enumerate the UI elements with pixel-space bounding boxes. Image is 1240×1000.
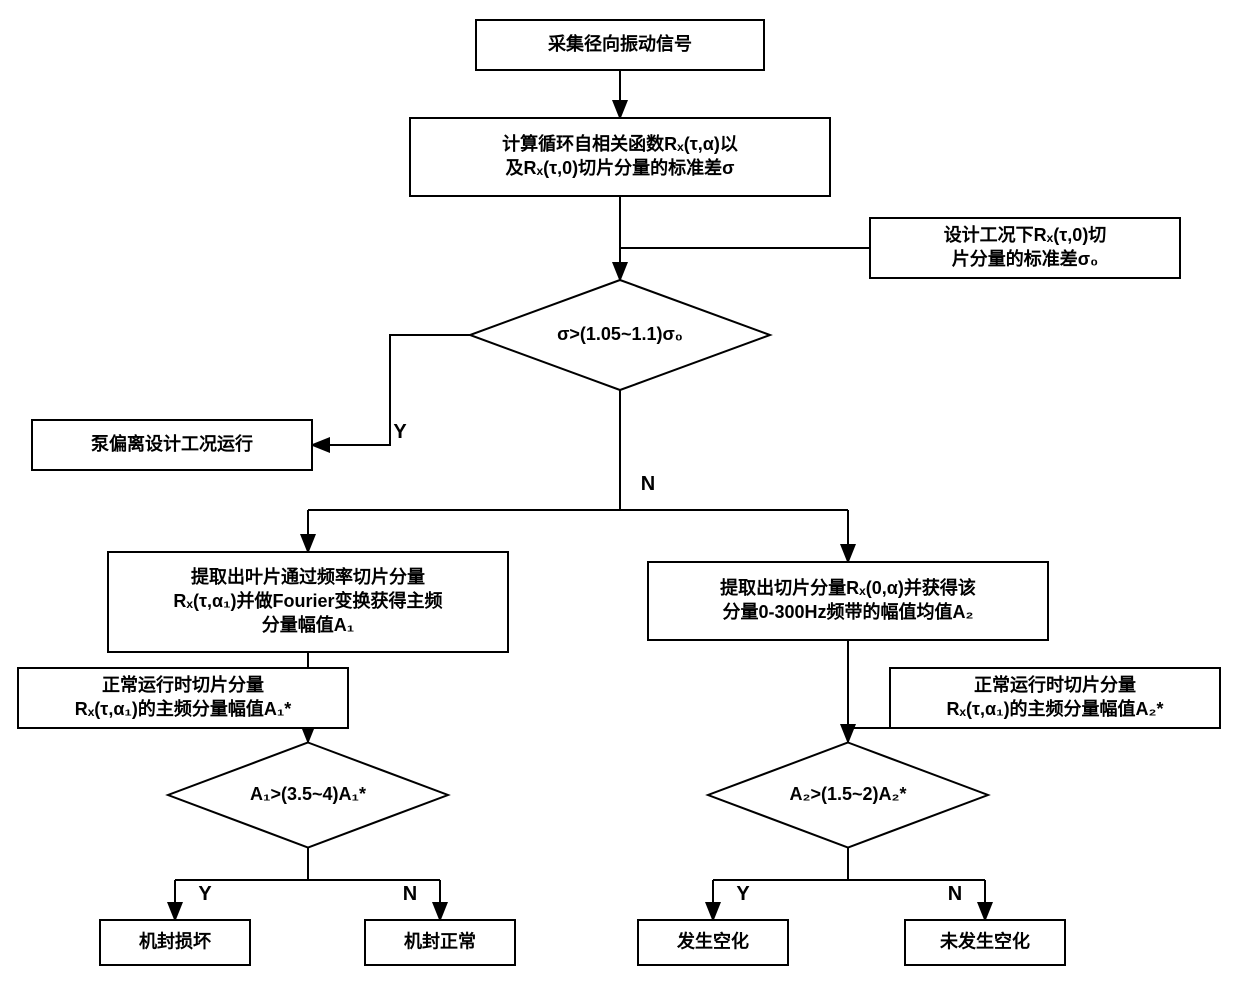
branch-label: N [641,473,655,495]
branch-label: Y [393,421,407,443]
node-text: 未发生空化 [940,930,1030,951]
node-text: A₁>(3.5~4)A₁* [250,784,366,804]
branch-label: N [948,883,962,905]
node-text: 片分量的标准差σ₀ [952,248,1098,269]
branch-label: N [403,883,417,905]
branch-label: Y [198,883,212,905]
node-text: 提取出叶片通过频率切片分量 [191,566,425,587]
node-text: 计算循环自相关函数Rₓ(τ,α)以 [502,133,738,154]
node-text: 泵偏离设计工况运行 [91,433,253,454]
node-text: 正常运行时切片分量 [102,674,264,695]
node-text: 机封正常 [404,930,476,951]
node-text: 分量幅值A₁ [262,614,354,635]
node-text: 分量0-300Hz频带的幅值均值A₂ [722,601,973,622]
node-text: 正常运行时切片分量 [974,674,1136,695]
node-text: Rₓ(τ,α₁)的主频分量幅值A₂* [946,698,1163,719]
node-text: 机封损坏 [139,930,211,951]
node-text: 及Rₓ(τ,0)切片分量的标准差σ [506,157,735,178]
node-text: 设计工况下Rₓ(τ,0)切 [944,224,1107,245]
node-text: Rₓ(τ,α₁)并做Fourier变换获得主频 [173,590,442,611]
node-text: 发生空化 [676,930,749,951]
flowchart-canvas: Y N Y N Y N 采集径向振动信号计算循环自相关函数Rₓ(τ,α)以及Rₓ(τ,0)切… [0,0,1240,1000]
node-text: 采集径向振动信号 [547,33,692,54]
node-text: σ>(1.05~1.1)σ₀ [557,324,683,344]
node-text: 提取出切片分量Rₓ(0,α)并获得该 [720,577,976,598]
node-text: Rₓ(τ,α₁)的主频分量幅值A₁* [75,698,292,719]
edge [312,335,470,445]
node-text: A₂>(1.5~2)A₂* [789,784,906,804]
branch-label: Y [736,883,750,905]
